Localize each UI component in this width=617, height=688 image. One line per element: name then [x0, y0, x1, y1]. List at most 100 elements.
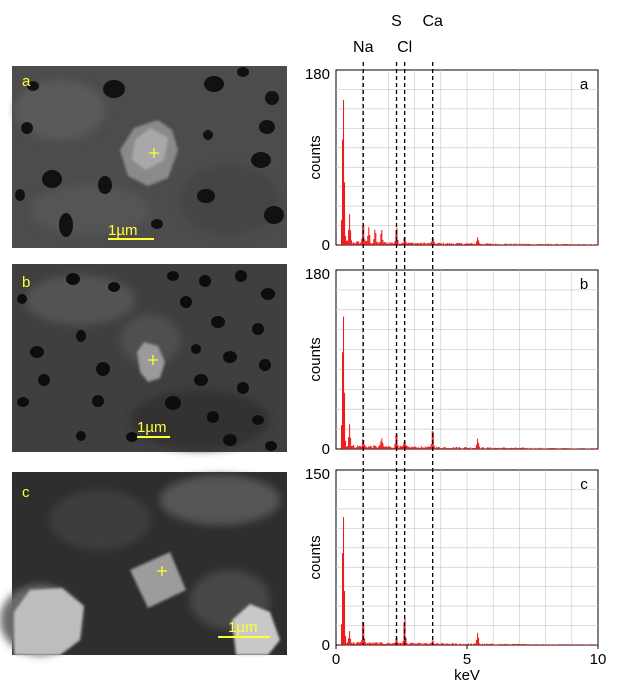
- spectrum-bar: [353, 242, 355, 245]
- spectrum-bar: [414, 243, 416, 245]
- spectrum-bar: [569, 244, 571, 245]
- spectrum-bar: [426, 243, 428, 245]
- spectrum-bar: [478, 442, 480, 449]
- spectrum-bar: [401, 643, 403, 645]
- spectrum-bar: [373, 445, 375, 449]
- spectrum-panel-label: a: [580, 76, 589, 93]
- spectrum-bar: [490, 644, 492, 645]
- spectrum-bar: [463, 244, 465, 245]
- spectrum-bar: [505, 644, 507, 645]
- spectrum-bar: [410, 642, 412, 645]
- spectrum-bar: [596, 244, 598, 245]
- spectrum-bar: [400, 243, 402, 245]
- spectrum-bar: [439, 643, 441, 645]
- spectrum-bar: [448, 448, 450, 449]
- spectrum-bar: [544, 644, 546, 645]
- spectrum-bar: [592, 644, 594, 645]
- spectrum-bar: [364, 239, 366, 245]
- spectrum-bar: [415, 447, 417, 449]
- spectrum-bar: [495, 243, 497, 245]
- spectrum-bar: [441, 244, 443, 245]
- spectrum-bar: [503, 244, 505, 245]
- spectrum-bar: [382, 643, 384, 645]
- spectrum-bar: [485, 243, 487, 245]
- spectrum-bar: [369, 446, 371, 449]
- spectrum-bar: [474, 243, 476, 245]
- spectrum-bar: [546, 448, 548, 449]
- spectrum-bar: [393, 243, 395, 245]
- spectrum-bar: [353, 642, 355, 645]
- spectrum-bar: [440, 643, 442, 645]
- spectrum-bar: [500, 244, 502, 245]
- spectrum-bar: [560, 644, 562, 645]
- spectrum-bar: [460, 243, 462, 245]
- spectrum-bar: [529, 243, 531, 245]
- spectrum-bar: [480, 244, 482, 245]
- spectrum-bar: [356, 642, 358, 645]
- spectrum-bar: [363, 440, 365, 449]
- spectrum-bar: [454, 447, 456, 449]
- spectrum-bar: [540, 244, 542, 245]
- spectrum-bar: [563, 243, 565, 245]
- spectrum-bar: [428, 446, 430, 449]
- spectrum-bar: [503, 447, 505, 449]
- spectrum-bar: [482, 643, 484, 645]
- spectrum-bar: [346, 643, 348, 645]
- spectrum-bar: [343, 517, 345, 645]
- spectrum-bar: [528, 243, 530, 245]
- spectrum-bar: [578, 448, 580, 449]
- spectrum-bar: [347, 642, 349, 645]
- spectrum-bar: [558, 244, 560, 245]
- spectrum-bar: [526, 243, 528, 245]
- spectrum-bar: [518, 448, 520, 449]
- spectrum-bar: [486, 643, 488, 645]
- spectrum-bar: [439, 447, 441, 449]
- spectrum-bar: [369, 234, 371, 245]
- spectrum-bar: [434, 643, 436, 645]
- spectrum-bar: [379, 642, 381, 645]
- spectrum-bar: [419, 243, 421, 245]
- spectrum-bar: [421, 243, 423, 245]
- spectrum-bar: [505, 448, 507, 449]
- spectrum-bar: [391, 447, 393, 449]
- spectrum-bar: [547, 644, 549, 645]
- spectrum-bar: [583, 244, 585, 245]
- spectrum-bar: [422, 447, 424, 449]
- spectrum-bar: [366, 643, 368, 645]
- spectrum-bar: [488, 447, 490, 449]
- spectrum-bar: [387, 242, 389, 245]
- spectrum-bar: [486, 448, 488, 449]
- spectrum-bar: [539, 244, 541, 245]
- spectrum-bar: [358, 241, 360, 245]
- spectrum-bar: [488, 243, 490, 245]
- spectrum-bar: [565, 243, 567, 245]
- spectrum-bar: [512, 643, 514, 645]
- spectrum-bar: [551, 644, 553, 645]
- spectrum-bar: [408, 446, 410, 449]
- spectrum-bar: [432, 640, 434, 645]
- spectrum-bar: [492, 448, 494, 449]
- spectrum-bar: [421, 642, 423, 645]
- spectrum-bar: [562, 244, 564, 245]
- spectrum-bar: [501, 644, 503, 645]
- spectrum-bar: [510, 644, 512, 645]
- spectrum-bar: [537, 244, 539, 245]
- y-tick-label: 150: [305, 466, 330, 483]
- spectrum-bar: [583, 644, 585, 645]
- spectrum-bar: [487, 243, 489, 245]
- spectrum-bar: [413, 244, 415, 245]
- spectrum-bar: [377, 242, 379, 245]
- spectrum-bar: [380, 233, 382, 245]
- sem-texture: [15, 80, 280, 235]
- spectrum-bar: [519, 243, 521, 245]
- spectrum-bar: [423, 448, 425, 449]
- spectrum-bar: [348, 229, 350, 245]
- spectrum-bar: [395, 638, 397, 645]
- spectrum-bar: [542, 244, 544, 245]
- spectrum-bar: [443, 244, 445, 245]
- spectrum-bar: [444, 243, 446, 245]
- spectrum-bar: [590, 448, 592, 449]
- spectrum-bar: [393, 643, 395, 645]
- spectrum-bar: [344, 182, 346, 245]
- spectrum-bar: [562, 448, 564, 449]
